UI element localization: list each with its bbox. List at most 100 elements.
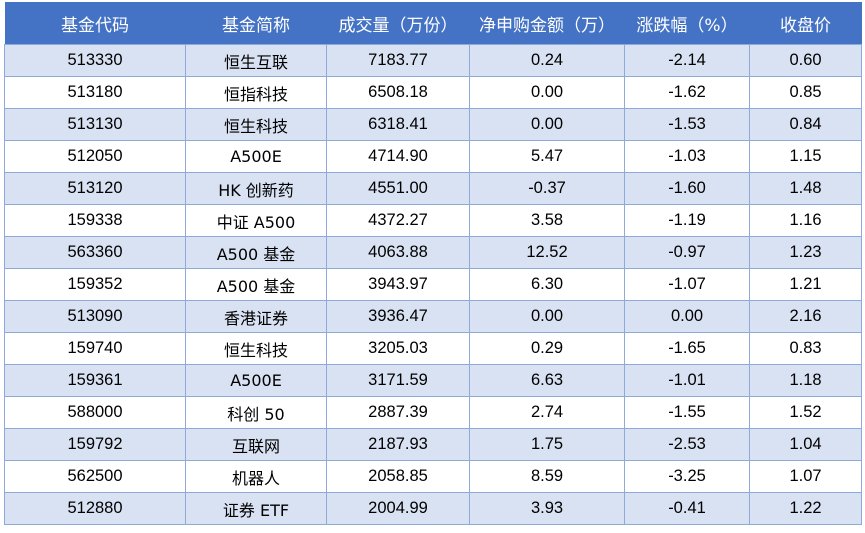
close-price-cell: 0.60 bbox=[749, 44, 862, 77]
volume-cell: 6508.18 bbox=[326, 76, 470, 109]
volume-cell: 3171.59 bbox=[326, 364, 470, 397]
net-subscription-cell: 0.29 bbox=[469, 332, 625, 365]
fund-code-cell: 512050 bbox=[4, 140, 186, 173]
net-subscription-cell: 3.58 bbox=[469, 204, 625, 237]
change-pct-cell: -0.41 bbox=[624, 492, 750, 525]
fund-name-cell: 恒生互联 bbox=[185, 44, 327, 77]
close-price-cell: 1.18 bbox=[749, 364, 862, 397]
change-pct-cell: -2.14 bbox=[624, 44, 750, 77]
close-price-cell: 0.83 bbox=[749, 332, 862, 365]
net-subscription-cell: 3.93 bbox=[469, 492, 625, 525]
change-pct-cell: -3.25 bbox=[624, 460, 750, 493]
volume-cell: 3936.47 bbox=[326, 300, 470, 333]
fund-name-cell: A500 基金 bbox=[185, 236, 327, 269]
header-change-pct: 涨跌幅（%） bbox=[624, 2, 750, 45]
change-pct-cell: -1.65 bbox=[624, 332, 750, 365]
close-price-cell: 1.16 bbox=[749, 204, 862, 237]
table-row: 159740 恒生科技 3205.03 0.29 -1.65 0.83 bbox=[4, 332, 862, 365]
table-row: 159352 A500 基金 3943.97 6.30 -1.07 1.21 bbox=[4, 268, 862, 301]
volume-cell: 2887.39 bbox=[326, 396, 470, 429]
net-subscription-cell: 6.63 bbox=[469, 364, 625, 397]
etf-table-container: 基金代码 基金简称 成交量（万份） 净申购金额（万） 涨跌幅（%） 收盘价 51… bbox=[4, 2, 862, 525]
fund-name-cell: A500 基金 bbox=[185, 268, 327, 301]
fund-name-cell: 恒生科技 bbox=[185, 332, 327, 365]
close-price-cell: 1.15 bbox=[749, 140, 862, 173]
fund-code-cell: 159361 bbox=[4, 364, 186, 397]
fund-code-cell: 513330 bbox=[4, 44, 186, 77]
fund-name-cell: A500E bbox=[185, 364, 327, 397]
header-row: 基金代码 基金简称 成交量（万份） 净申购金额（万） 涨跌幅（%） 收盘价 bbox=[4, 2, 862, 45]
table-header: 基金代码 基金简称 成交量（万份） 净申购金额（万） 涨跌幅（%） 收盘价 bbox=[4, 2, 862, 45]
change-pct-cell: -1.55 bbox=[624, 396, 750, 429]
fund-name-cell: 香港证券 bbox=[185, 300, 327, 333]
header-close-price: 收盘价 bbox=[749, 2, 862, 45]
volume-cell: 3205.03 bbox=[326, 332, 470, 365]
net-subscription-cell: 8.59 bbox=[469, 460, 625, 493]
close-price-cell: 1.07 bbox=[749, 460, 862, 493]
change-pct-cell: 0.00 bbox=[624, 300, 750, 333]
table-row: 512880 证券 ETF 2004.99 3.93 -0.41 1.22 bbox=[4, 492, 862, 525]
fund-code-cell: 159740 bbox=[4, 332, 186, 365]
close-price-cell: 0.85 bbox=[749, 76, 862, 109]
volume-cell: 3943.97 bbox=[326, 268, 470, 301]
close-price-cell: 1.22 bbox=[749, 492, 862, 525]
change-pct-cell: -0.97 bbox=[624, 236, 750, 269]
net-subscription-cell: 0.24 bbox=[469, 44, 625, 77]
header-fund-name: 基金简称 bbox=[185, 2, 327, 45]
fund-name-cell: 证券 ETF bbox=[185, 492, 327, 525]
fund-name-cell: HK 创新药 bbox=[185, 172, 327, 205]
table-row: 159361 A500E 3171.59 6.63 -1.01 1.18 bbox=[4, 364, 862, 397]
fund-code-cell: 159338 bbox=[4, 204, 186, 237]
fund-code-cell: 562500 bbox=[4, 460, 186, 493]
volume-cell: 2004.99 bbox=[326, 492, 470, 525]
net-subscription-cell: 2.74 bbox=[469, 396, 625, 429]
fund-name-cell: 互联网 bbox=[185, 428, 327, 461]
table-row: 513120 HK 创新药 4551.00 -0.37 -1.60 1.48 bbox=[4, 172, 862, 205]
change-pct-cell: -1.03 bbox=[624, 140, 750, 173]
etf-table: 基金代码 基金简称 成交量（万份） 净申购金额（万） 涨跌幅（%） 收盘价 51… bbox=[4, 2, 862, 525]
close-price-cell: 1.23 bbox=[749, 236, 862, 269]
net-subscription-cell: 6.30 bbox=[469, 268, 625, 301]
close-price-cell: 1.52 bbox=[749, 396, 862, 429]
volume-cell: 2187.93 bbox=[326, 428, 470, 461]
volume-cell: 4714.90 bbox=[326, 140, 470, 173]
fund-name-cell: 恒生科技 bbox=[185, 108, 327, 141]
table-row: 159792 互联网 2187.93 1.75 -2.53 1.04 bbox=[4, 428, 862, 461]
change-pct-cell: -2.53 bbox=[624, 428, 750, 461]
table-row: 513330 恒生互联 7183.77 0.24 -2.14 0.60 bbox=[4, 44, 862, 77]
close-price-cell: 1.48 bbox=[749, 172, 862, 205]
change-pct-cell: -1.01 bbox=[624, 364, 750, 397]
fund-code-cell: 513120 bbox=[4, 172, 186, 205]
table-body: 513330 恒生互联 7183.77 0.24 -2.14 0.60 513180 恒指科技… bbox=[4, 44, 862, 525]
volume-cell: 6318.41 bbox=[326, 108, 470, 141]
change-pct-cell: -1.07 bbox=[624, 268, 750, 301]
fund-code-cell: 563360 bbox=[4, 236, 186, 269]
volume-cell: 4551.00 bbox=[326, 172, 470, 205]
close-price-cell: 0.84 bbox=[749, 108, 862, 141]
net-subscription-cell: 0.00 bbox=[469, 76, 625, 109]
table-row: 513180 恒指科技 6508.18 0.00 -1.62 0.85 bbox=[4, 76, 862, 109]
fund-name-cell: 恒指科技 bbox=[185, 76, 327, 109]
table-row: 513130 恒生科技 6318.41 0.00 -1.53 0.84 bbox=[4, 108, 862, 141]
net-subscription-cell: 1.75 bbox=[469, 428, 625, 461]
fund-name-cell: A500E bbox=[185, 140, 327, 173]
fund-code-cell: 513180 bbox=[4, 76, 186, 109]
volume-cell: 4063.88 bbox=[326, 236, 470, 269]
table-row: 562500 机器人 2058.85 8.59 -3.25 1.07 bbox=[4, 460, 862, 493]
fund-code-cell: 513130 bbox=[4, 108, 186, 141]
table-row: 563360 A500 基金 4063.88 12.52 -0.97 1.23 bbox=[4, 236, 862, 269]
change-pct-cell: -1.62 bbox=[624, 76, 750, 109]
header-volume: 成交量（万份） bbox=[326, 2, 470, 45]
fund-code-cell: 588000 bbox=[4, 396, 186, 429]
net-subscription-cell: -0.37 bbox=[469, 172, 625, 205]
close-price-cell: 1.21 bbox=[749, 268, 862, 301]
net-subscription-cell: 5.47 bbox=[469, 140, 625, 173]
table-row: 159338 中证 A500 4372.27 3.58 -1.19 1.16 bbox=[4, 204, 862, 237]
table-row: 512050 A500E 4714.90 5.47 -1.03 1.15 bbox=[4, 140, 862, 173]
fund-name-cell: 机器人 bbox=[185, 460, 327, 493]
volume-cell: 7183.77 bbox=[326, 44, 470, 77]
fund-code-cell: 159352 bbox=[4, 268, 186, 301]
fund-name-cell: 科创 50 bbox=[185, 396, 327, 429]
net-subscription-cell: 0.00 bbox=[469, 300, 625, 333]
net-subscription-cell: 12.52 bbox=[469, 236, 625, 269]
